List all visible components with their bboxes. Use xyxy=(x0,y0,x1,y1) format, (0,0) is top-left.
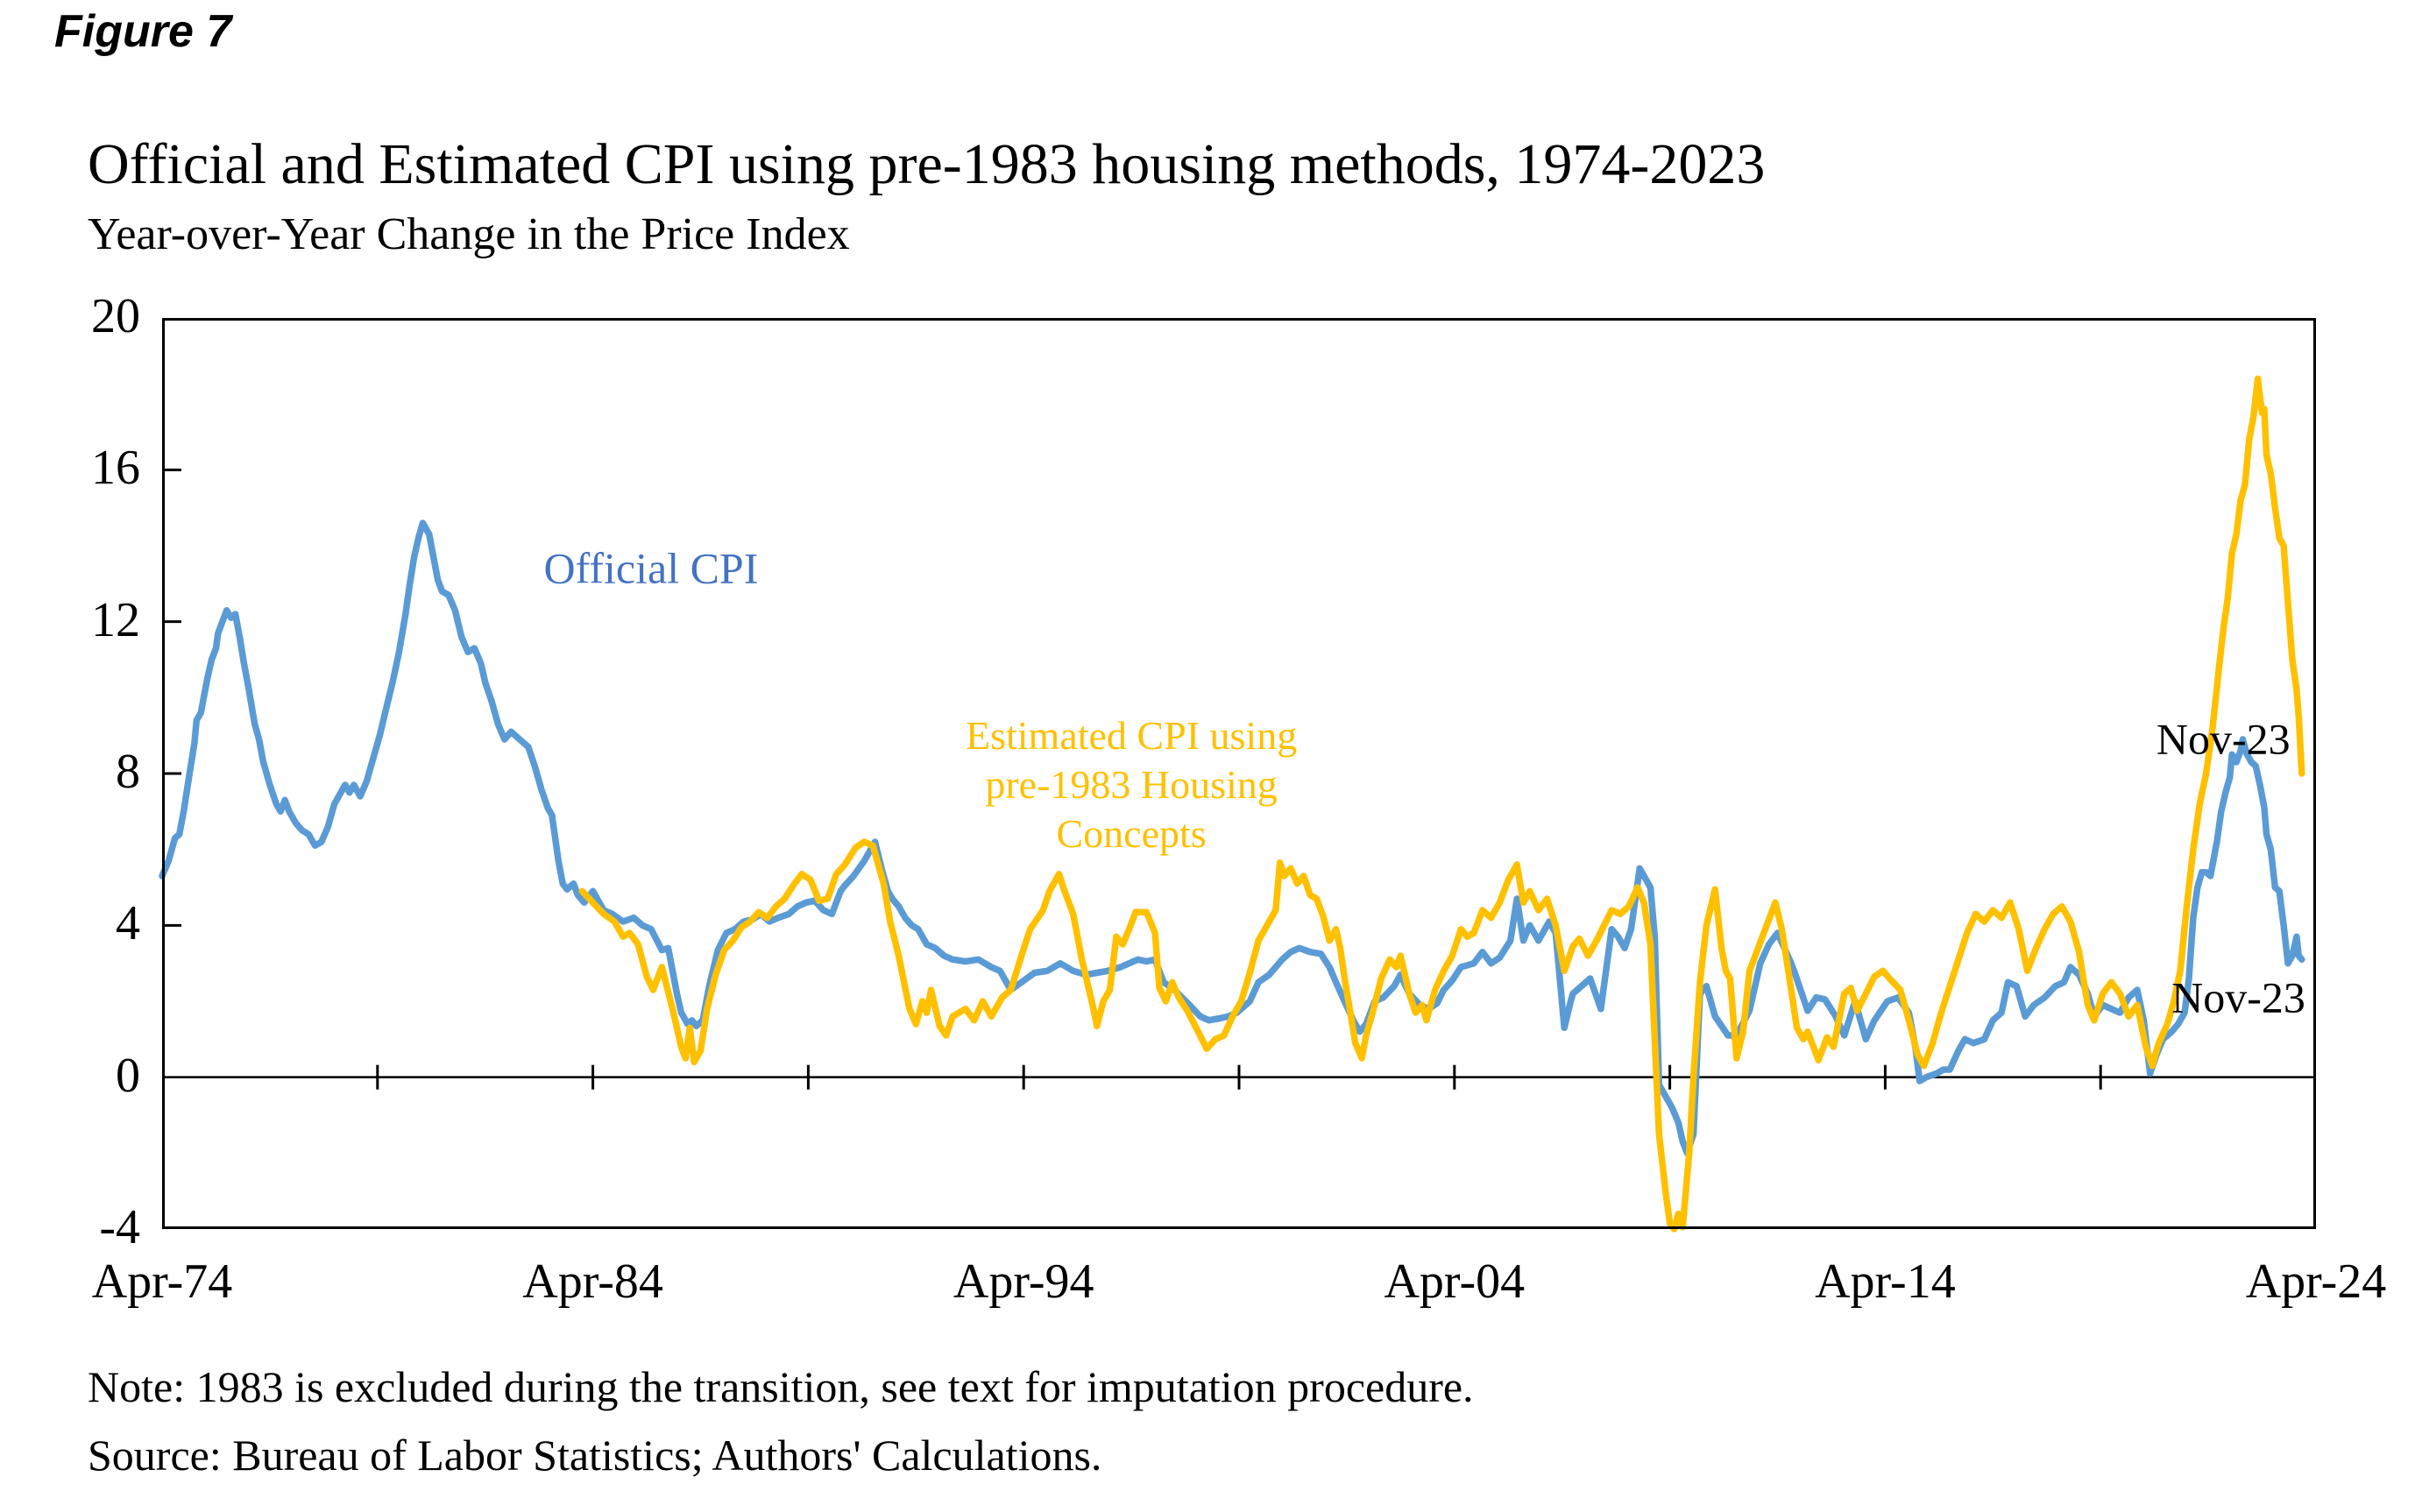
nov-23-estimated: Nov-23 xyxy=(2156,714,2291,764)
x-axis-label-Apr-04: Apr-04 xyxy=(1384,1254,1526,1309)
y-axis-label-16: 16 xyxy=(91,441,140,496)
estimated-cpi-label: Estimated CPI using pre-1983 Housing Con… xyxy=(965,712,1298,857)
plot-area: Official CPI Estimated CPI using pre-1983… xyxy=(159,318,2316,1233)
x-axis-label-Apr-74: Apr-74 xyxy=(91,1254,233,1309)
note-line: Note: 1983 is excluded during the transi… xyxy=(88,1362,1474,1411)
y-axis-label-4: 4 xyxy=(116,896,140,951)
x-axis-label-Apr-14: Apr-14 xyxy=(1815,1254,1956,1309)
x-axis-label-Apr-84: Apr-84 xyxy=(522,1254,663,1309)
x-axis-label-Apr-24: Apr-24 xyxy=(2245,1254,2387,1309)
chart-subtitle: Year-over-Year Change in the Price Index xyxy=(88,209,850,259)
x-axis-label-Apr-94: Apr-94 xyxy=(953,1254,1094,1309)
figure-number-label: Figure 7 xyxy=(54,6,232,57)
y-axis-label-12: 12 xyxy=(91,592,140,647)
y-axis-label-0: 0 xyxy=(116,1048,140,1103)
official-cpi-label: Official CPI xyxy=(543,543,759,593)
estimated-cpi-line xyxy=(578,375,2305,1233)
y-axis-label-8: 8 xyxy=(116,745,140,799)
chart-notes: Note: 1983 is excluded during the transi… xyxy=(88,1353,1474,1489)
plot-frame xyxy=(162,318,2316,1229)
source-line: Source: Bureau of Labor Statistics; Auth… xyxy=(88,1430,1102,1480)
cpi-line-chart xyxy=(159,318,2316,1233)
official-cpi-line xyxy=(159,519,2305,1157)
nov-23-official: Nov-23 xyxy=(2171,972,2305,1022)
y-axis-label--4: -4 xyxy=(99,1200,140,1254)
y-axis-label-20: 20 xyxy=(91,289,140,343)
chart-title: Official and Estimated CPI using pre-198… xyxy=(88,132,1766,196)
